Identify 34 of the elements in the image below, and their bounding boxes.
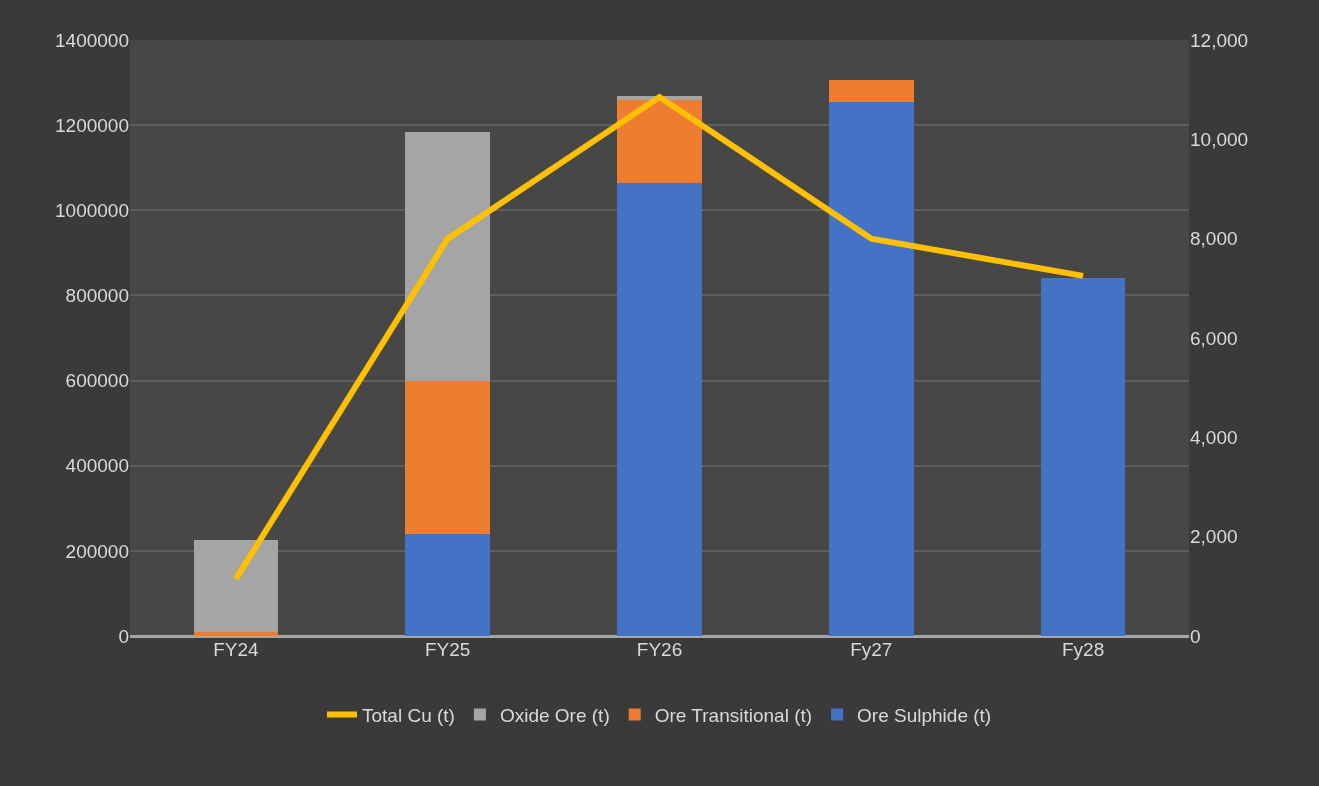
y2-tick-label: 0 bbox=[1190, 625, 1201, 647]
bar bbox=[828, 101, 914, 636]
bar bbox=[828, 80, 914, 102]
y-tick-label: 400000 bbox=[65, 455, 129, 477]
y-tick-label: 0 bbox=[118, 625, 129, 647]
y-tick-label: 1000000 bbox=[55, 199, 129, 221]
y2-tick-label: 12,000 bbox=[1190, 29, 1249, 51]
y2-tick-label: 10,000 bbox=[1190, 128, 1249, 150]
bar bbox=[1040, 278, 1126, 636]
y-tick-label: 800000 bbox=[65, 285, 129, 307]
bar bbox=[405, 131, 491, 381]
x-tick-label: Fy27 bbox=[850, 639, 893, 660]
legend-label: Ore Sulphide (t) bbox=[857, 704, 992, 726]
bar bbox=[405, 380, 491, 534]
y-tick-label: 1200000 bbox=[55, 114, 129, 136]
y-tick-label: 600000 bbox=[65, 370, 129, 392]
y-tick-label: 200000 bbox=[65, 540, 129, 562]
y-tick-label: 1400000 bbox=[55, 29, 129, 51]
legend-label: Ore Transitional (t) bbox=[654, 704, 813, 726]
x-tick-label: FY25 bbox=[424, 639, 471, 660]
x-tick-label: Fy28 bbox=[1061, 639, 1105, 660]
y2-tick-label: 4,000 bbox=[1190, 426, 1238, 448]
bar bbox=[617, 182, 702, 636]
x-tick-label: FY24 bbox=[213, 639, 260, 660]
y2-tick-label: 2,000 bbox=[1190, 526, 1238, 548]
bar bbox=[193, 631, 279, 636]
bar bbox=[405, 533, 491, 636]
bar bbox=[617, 99, 702, 183]
legend-label: Total Cu (t) bbox=[362, 704, 455, 726]
bar bbox=[193, 540, 279, 632]
y2-tick-label: 8,000 bbox=[1190, 228, 1238, 250]
legend-label: Oxide Ore (t) bbox=[499, 704, 610, 726]
y2-tick-label: 6,000 bbox=[1190, 327, 1238, 349]
x-tick-label: FY26 bbox=[636, 639, 683, 660]
